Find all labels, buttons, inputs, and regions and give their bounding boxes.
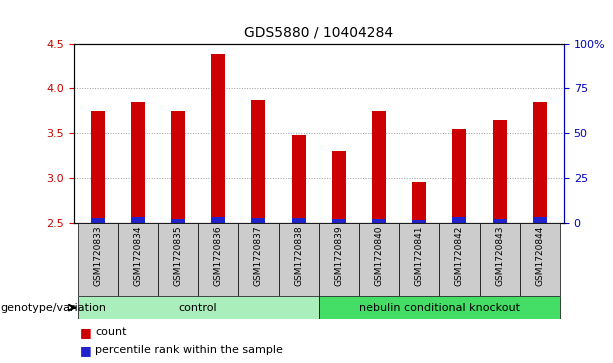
Bar [131, 102, 145, 223]
Text: GSM1720841: GSM1720841 [415, 225, 424, 286]
Bar [372, 219, 386, 223]
Text: GSM1720840: GSM1720840 [375, 225, 384, 286]
Bar [319, 223, 359, 296]
Bar [292, 218, 306, 223]
Bar [493, 120, 507, 223]
Bar [372, 111, 386, 223]
Bar [319, 296, 560, 319]
Bar [78, 223, 118, 296]
Bar [533, 102, 547, 223]
Bar [533, 217, 547, 223]
Text: GSM1720836: GSM1720836 [214, 225, 223, 286]
Bar [198, 223, 238, 296]
Text: GSM1720842: GSM1720842 [455, 225, 464, 286]
Bar [278, 223, 319, 296]
Bar [251, 218, 265, 223]
Text: GSM1720834: GSM1720834 [134, 225, 142, 286]
Bar [493, 219, 507, 223]
Bar [251, 100, 265, 223]
Text: genotype/variation: genotype/variation [1, 303, 107, 313]
Bar [292, 135, 306, 223]
Text: percentile rank within the sample: percentile rank within the sample [95, 345, 283, 355]
Bar [91, 218, 105, 223]
Text: nebulin conditional knockout: nebulin conditional knockout [359, 303, 520, 313]
Bar [332, 219, 346, 223]
Bar [91, 111, 105, 223]
Bar [452, 129, 466, 223]
Bar [440, 223, 479, 296]
Bar [399, 223, 440, 296]
Bar [412, 220, 426, 223]
Bar [171, 111, 185, 223]
Text: control: control [179, 303, 218, 313]
Bar [359, 223, 399, 296]
Text: GSM1720835: GSM1720835 [173, 225, 183, 286]
Bar [131, 217, 145, 223]
Title: GDS5880 / 10404284: GDS5880 / 10404284 [244, 26, 394, 40]
Text: ■: ■ [80, 344, 91, 357]
Bar [211, 217, 226, 223]
Text: GSM1720833: GSM1720833 [93, 225, 102, 286]
Text: GSM1720837: GSM1720837 [254, 225, 263, 286]
Bar [479, 223, 520, 296]
Bar [171, 219, 185, 223]
Bar [452, 217, 466, 223]
Bar [412, 182, 426, 223]
Bar [332, 151, 346, 223]
Text: ■: ■ [80, 326, 91, 339]
Text: GSM1720838: GSM1720838 [294, 225, 303, 286]
Bar [211, 54, 226, 223]
Bar [118, 223, 158, 296]
Text: GSM1720844: GSM1720844 [535, 225, 544, 286]
Text: GSM1720839: GSM1720839 [334, 225, 343, 286]
Text: GSM1720843: GSM1720843 [495, 225, 504, 286]
Bar [158, 223, 198, 296]
Text: count: count [95, 327, 126, 337]
Bar [520, 223, 560, 296]
Bar [238, 223, 278, 296]
Bar [78, 296, 319, 319]
